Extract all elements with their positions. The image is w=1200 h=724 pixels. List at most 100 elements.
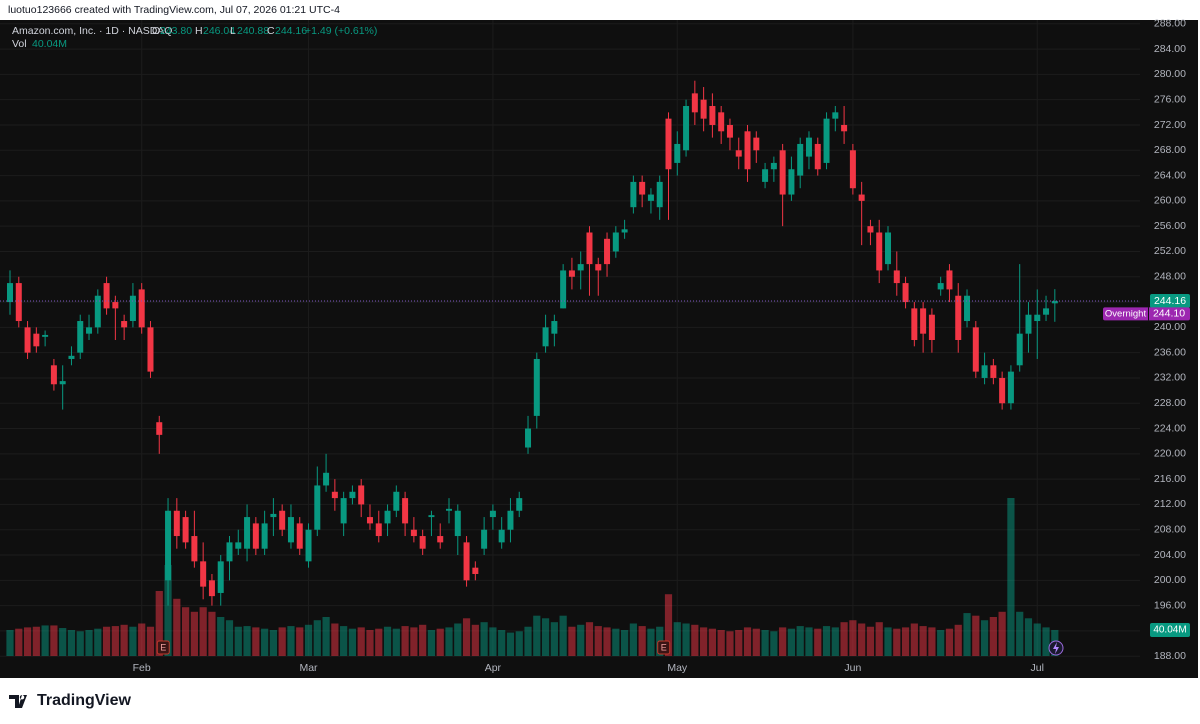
volume-bar xyxy=(770,631,778,656)
volume-bar xyxy=(1033,623,1041,656)
candle-body xyxy=(279,510,286,530)
volume-bar xyxy=(313,620,321,656)
volume-bar xyxy=(893,628,901,656)
y-tick-label: 264.00 xyxy=(1154,169,1186,181)
candle-body xyxy=(472,567,479,574)
candle-body xyxy=(129,295,136,322)
candle-body xyxy=(296,523,303,549)
volume-bar xyxy=(252,627,260,656)
candle-body xyxy=(805,137,812,157)
candle-body xyxy=(24,327,31,353)
volume-bar xyxy=(146,626,155,656)
volume-bar xyxy=(612,628,620,656)
x-tick-label: Apr xyxy=(485,662,502,674)
candle-body xyxy=(841,124,848,132)
candle-body xyxy=(946,270,953,290)
volume-bar xyxy=(682,623,690,656)
candle-body xyxy=(287,517,294,543)
candle-body xyxy=(964,295,971,322)
volume-bar xyxy=(779,627,787,656)
candle-body xyxy=(893,270,900,284)
candle-body xyxy=(849,150,856,189)
candle-body xyxy=(50,365,57,385)
candle-body xyxy=(393,491,400,511)
candle-body xyxy=(147,327,154,372)
candle-body xyxy=(235,542,242,549)
volume-bar xyxy=(76,631,84,656)
candle-body xyxy=(428,515,435,518)
grid xyxy=(0,20,1140,657)
volume-bar xyxy=(348,628,357,656)
volume-bar xyxy=(506,632,515,656)
volume-bar xyxy=(410,627,418,656)
volume-bar xyxy=(752,628,760,656)
volume-bar xyxy=(331,623,339,656)
candle-body xyxy=(86,327,93,334)
volume-bar xyxy=(454,623,462,656)
volume-bar xyxy=(489,627,497,656)
candle-body xyxy=(823,118,830,163)
volume-bar xyxy=(664,594,673,656)
candle-body xyxy=(700,99,707,119)
volume-bar xyxy=(822,626,831,656)
volume-pane xyxy=(6,498,1059,656)
legend-change: +1.49 (+0.61%) xyxy=(305,25,377,37)
legend-h-label: H xyxy=(195,25,203,37)
x-tick-label: Feb xyxy=(133,662,151,674)
volume-bar xyxy=(304,624,313,656)
candle-body xyxy=(647,194,654,201)
earnings-badge xyxy=(657,640,671,655)
volume-bar xyxy=(541,618,550,656)
volume-bar xyxy=(954,624,962,656)
candle-body xyxy=(568,270,575,277)
candle-body xyxy=(542,327,549,347)
candle-body xyxy=(437,536,444,543)
candle-body xyxy=(814,143,821,170)
candle-body xyxy=(270,513,277,518)
x-tick-label: Jun xyxy=(844,662,861,674)
volume-bar xyxy=(989,616,997,656)
candle-body xyxy=(972,327,979,372)
volume-bar xyxy=(190,611,198,656)
earnings-marker: E xyxy=(661,642,667,652)
volume-bar xyxy=(366,629,374,656)
candle-body xyxy=(200,561,207,587)
volume-bar xyxy=(85,629,93,656)
lightning-icon xyxy=(1048,640,1064,656)
candle-body xyxy=(244,517,251,549)
x-tick-label: Mar xyxy=(299,662,318,674)
candle-body xyxy=(463,542,470,581)
candle-body xyxy=(990,365,997,378)
candle-body xyxy=(533,358,540,416)
volume-bar xyxy=(155,590,163,656)
candle-body xyxy=(709,106,716,125)
volume-bar xyxy=(814,628,822,656)
candle-body xyxy=(770,162,777,170)
volume-bar xyxy=(50,625,58,656)
y-tick-label: 260.00 xyxy=(1154,195,1186,207)
legend-c: 244.16 xyxy=(275,25,307,37)
candle-body xyxy=(551,321,558,334)
candle-body xyxy=(718,112,725,132)
y-tick-label: 200.00 xyxy=(1154,574,1186,586)
brand: TradingView xyxy=(37,692,132,709)
candle-body xyxy=(762,169,769,182)
overnight-name: Overnight xyxy=(1105,308,1147,319)
volume-bar xyxy=(963,613,971,656)
candle-body xyxy=(94,295,101,328)
candle-body xyxy=(331,491,338,499)
candle-body xyxy=(138,289,145,328)
volume-bar xyxy=(383,626,392,656)
volume-bar xyxy=(436,628,444,656)
candle-body xyxy=(577,264,584,271)
y-tick-label: 252.00 xyxy=(1154,245,1186,257)
volume-bar xyxy=(928,627,936,656)
volume-bar xyxy=(594,626,602,656)
volume-bar xyxy=(375,628,383,656)
candle-body xyxy=(656,181,663,208)
y-tick-label: 204.00 xyxy=(1154,549,1186,561)
volume-bar xyxy=(638,626,646,656)
volume-bar xyxy=(901,627,910,656)
candle-body xyxy=(489,510,496,518)
candle-body xyxy=(323,472,330,486)
